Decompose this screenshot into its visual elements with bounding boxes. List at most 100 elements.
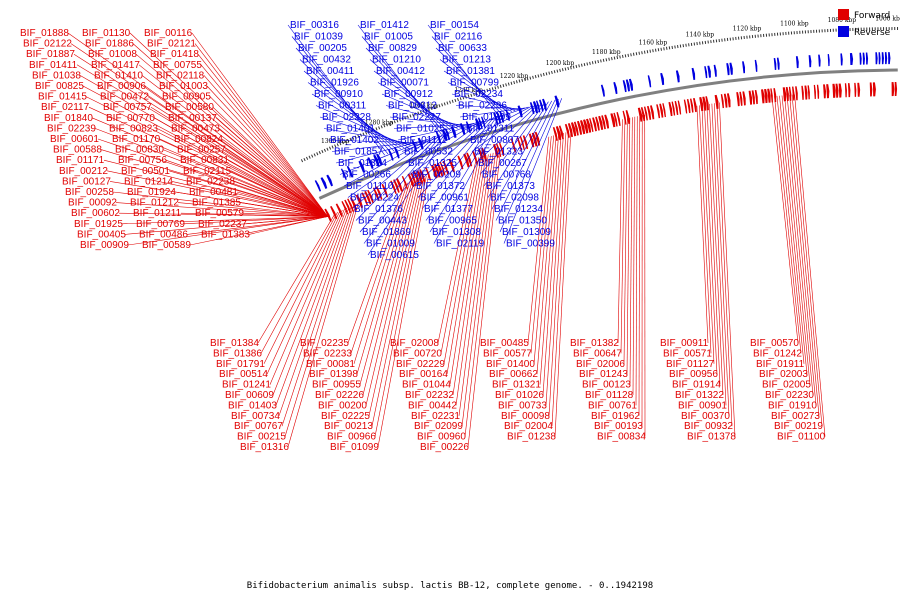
forward-gene-arrow[interactable] <box>854 82 857 97</box>
forward-gene-arrow[interactable] <box>838 83 842 98</box>
gene-label[interactable]: BIF_01009 <box>366 239 415 250</box>
gene-label[interactable]: BIF_01887 <box>26 49 75 60</box>
reverse-gene-arrow[interactable] <box>625 79 630 92</box>
forward-gene-arrow[interactable] <box>788 86 792 101</box>
gene-label[interactable]: BIF_00662 <box>489 369 538 380</box>
forward-gene-arrow[interactable] <box>367 189 374 204</box>
gene-label[interactable]: BIF_02224 <box>350 193 399 204</box>
gene-label[interactable]: BIF_02230 <box>765 390 814 401</box>
gene-label[interactable]: BIF_01170 <box>112 134 161 145</box>
forward-gene-arrow[interactable] <box>364 191 372 205</box>
forward-gene-arrow[interactable] <box>764 88 768 104</box>
gene-label[interactable]: BIF_01386 <box>213 348 262 359</box>
gene-label[interactable]: BIF_01238 <box>507 432 556 443</box>
gene-label[interactable]: BIF_02119 <box>436 239 485 250</box>
reverse-gene-arrow[interactable] <box>754 59 758 72</box>
gene-label[interactable]: BIF_02003 <box>759 369 808 380</box>
reverse-gene-arrow[interactable] <box>647 75 652 88</box>
reverse-gene-arrow[interactable] <box>554 95 560 108</box>
gene-label[interactable]: BIF_00137 <box>168 113 217 124</box>
forward-gene-arrow[interactable] <box>466 152 473 167</box>
reverse-gene-arrow[interactable] <box>367 157 374 170</box>
gene-label[interactable]: BIF_01926 <box>310 78 359 89</box>
gene-label[interactable]: BIF_01418 <box>150 49 199 60</box>
gene-label[interactable]: BIF_00257 <box>177 145 226 156</box>
reverse-gene-arrow[interactable] <box>888 52 891 65</box>
reverse-gene-arrow[interactable] <box>840 53 843 66</box>
reverse-gene-arrow[interactable] <box>314 180 322 192</box>
reverse-gene-arrow[interactable] <box>729 62 733 75</box>
gene-label[interactable]: BIF_00733 <box>498 400 547 411</box>
reverse-gene-arrow[interactable] <box>859 52 862 65</box>
gene-label[interactable]: BIF_02234 <box>454 89 503 100</box>
forward-gene-arrow[interactable] <box>792 86 795 101</box>
gene-label[interactable]: BIF_00932 <box>684 421 733 432</box>
reverse-gene-arrow[interactable] <box>517 105 523 118</box>
forward-gene-arrow[interactable] <box>662 103 666 118</box>
forward-gene-arrow[interactable] <box>650 105 655 120</box>
gene-label[interactable]: BIF_00267 <box>478 158 527 169</box>
reverse-gene-arrow[interactable] <box>707 65 711 78</box>
gene-label[interactable]: BIF_02115 <box>183 166 232 177</box>
gene-label[interactable]: BIF_02118 <box>156 70 205 81</box>
gene-label[interactable]: BIF_00905 <box>162 92 211 103</box>
gene-label[interactable]: BIF_01008 <box>88 49 137 60</box>
forward-gene-arrow[interactable] <box>674 101 679 116</box>
gene-label[interactable]: BIF_01038 <box>32 70 81 81</box>
forward-gene-arrow[interactable] <box>816 84 820 99</box>
gene-label[interactable]: BIF_00647 <box>573 348 622 359</box>
gene-label[interactable]: BIF_02227 <box>392 112 441 123</box>
gene-label[interactable]: BIF_00579 <box>195 208 244 219</box>
gene-label[interactable]: BIF_01373 <box>486 181 535 192</box>
gene-label[interactable]: BIF_00965 <box>428 216 477 227</box>
gene-label[interactable]: BIF_00588 <box>53 145 102 156</box>
gene-label[interactable]: BIF_01127 <box>666 359 715 370</box>
forward-gene-arrow[interactable] <box>785 86 789 102</box>
gene-label[interactable]: BIF_00961 <box>420 193 469 204</box>
gene-label[interactable]: BIF_00755 <box>153 60 202 71</box>
gene-label[interactable]: BIF_01309 <box>502 227 551 238</box>
gene-label[interactable]: BIF_00601 <box>50 134 99 145</box>
gene-label[interactable]: BIF_01213 <box>442 55 491 66</box>
gene-label[interactable]: BIF_02006 <box>576 359 625 370</box>
gene-label[interactable]: BIF_01402 <box>330 135 379 146</box>
forward-gene-arrow[interactable] <box>552 127 558 141</box>
forward-gene-arrow[interactable] <box>795 86 798 101</box>
forward-gene-arrow[interactable] <box>534 131 541 146</box>
forward-gene-arrow[interactable] <box>844 83 847 98</box>
forward-gene-arrow[interactable] <box>726 93 731 108</box>
gene-label[interactable]: BIF_02236 <box>458 101 507 112</box>
reverse-gene-arrow[interactable] <box>704 66 708 79</box>
gene-label[interactable]: BIF_02225 <box>321 411 370 422</box>
gene-label[interactable]: BIF_00570 <box>750 338 799 349</box>
forward-gene-arrow[interactable] <box>355 194 364 209</box>
gene-label[interactable]: BIF_00767 <box>234 421 283 432</box>
gene-label[interactable]: BIF_00799 <box>450 78 499 89</box>
reverse-gene-arrow[interactable] <box>865 52 869 65</box>
gene-label[interactable]: BIF_01099 <box>330 442 379 453</box>
gene-label[interactable]: BIF_00602 <box>71 208 120 219</box>
gene-label[interactable]: BIF_02005 <box>762 380 811 391</box>
gene-label[interactable]: BIF_02122 <box>23 39 72 50</box>
reverse-gene-arrow[interactable] <box>535 100 541 113</box>
forward-gene-arrow[interactable] <box>531 132 538 147</box>
forward-gene-arrow[interactable] <box>659 103 664 118</box>
gene-label[interactable]: BIF_00966 <box>327 432 376 443</box>
forward-gene-arrow[interactable] <box>586 118 592 133</box>
reverse-gene-arrow[interactable] <box>878 52 881 65</box>
reverse-gene-arrow[interactable] <box>827 54 830 67</box>
gene-label[interactable]: BIF_00824 <box>174 134 223 145</box>
gene-label[interactable]: BIF_00485 <box>480 338 529 349</box>
reverse-gene-arrow[interactable] <box>600 84 605 97</box>
forward-gene-arrow[interactable] <box>736 92 740 107</box>
reverse-gene-arrow[interactable] <box>691 67 696 81</box>
forward-gene-arrow[interactable] <box>754 89 758 105</box>
gene-label[interactable]: BIF_02232 <box>405 390 454 401</box>
gene-label[interactable]: BIF_00486 <box>139 229 188 240</box>
forward-gene-arrow[interactable] <box>401 175 409 190</box>
forward-gene-arrow[interactable] <box>457 155 464 170</box>
gene-label[interactable]: BIF_00770 <box>106 113 155 124</box>
forward-gene-arrow[interactable] <box>463 153 470 168</box>
gene-label[interactable]: BIF_00734 <box>231 411 280 422</box>
gene-label[interactable]: BIF_02098 <box>490 193 539 204</box>
